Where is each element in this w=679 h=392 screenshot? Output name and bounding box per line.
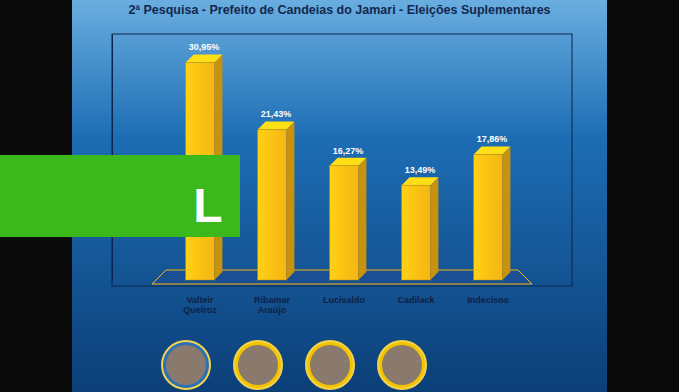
logo-box: [0, 155, 240, 237]
side-strip: [607, 0, 679, 392]
photo: [382, 345, 422, 385]
x-tick-label-line: Lucivaldo: [323, 295, 366, 305]
bar-side: [430, 177, 438, 280]
bar-side: [502, 146, 510, 280]
x-axis-line: [165, 292, 525, 293]
x-tick: ValteirQueiroz: [183, 292, 217, 315]
bar-top: [474, 146, 511, 154]
value-label: 13,49%: [405, 165, 436, 175]
photo: [310, 345, 350, 385]
bar-side: [286, 121, 294, 280]
x-tick-label-line: Araújo: [258, 305, 287, 315]
x-tick: Cadilack: [397, 292, 435, 305]
bar: [258, 129, 287, 280]
value-label: 21,43%: [261, 109, 292, 119]
x-tick-label: RibamarAraújo: [254, 295, 291, 315]
bar-side: [358, 158, 366, 280]
x-tick-label: Lucivaldo: [323, 295, 366, 305]
x-axis: ValteirQueiroz RibamarAraújo Lucivaldo Cadi…: [165, 292, 525, 315]
value-label: 17,86%: [477, 134, 508, 144]
photo-frame: [378, 341, 426, 389]
bar-top: [402, 177, 439, 185]
photos: [162, 341, 426, 389]
bar-top: [258, 121, 295, 129]
x-tick-label-line: Queiroz: [183, 305, 217, 315]
x-tick-label: Indecisos: [467, 295, 509, 305]
photo: [238, 345, 278, 385]
x-tick-label-line: Valteir: [186, 295, 214, 305]
x-tick-label: Cadilack: [397, 295, 435, 305]
background: [0, 0, 679, 392]
x-tick: RibamarAraújo: [254, 292, 291, 315]
x-tick-label-line: Cadilack: [397, 295, 435, 305]
value-label: 30,95%: [189, 42, 220, 52]
x-tick-label: ValteirQueiroz: [183, 295, 217, 315]
bar-top: [186, 54, 223, 62]
x-tick-label-line: Indecisos: [467, 295, 509, 305]
photo: [166, 345, 206, 385]
bar: [474, 154, 503, 280]
bar-top: [330, 158, 367, 166]
x-tick: Lucivaldo: [323, 292, 366, 305]
photo-frame: [162, 341, 210, 389]
bar: [330, 166, 359, 280]
title: 2ª Pesquisa - Prefeito de Candeias do Ja…: [128, 3, 550, 17]
photo-frame: [306, 341, 354, 389]
x-tick: Indecisos: [467, 292, 509, 305]
logo-text: L: [193, 179, 222, 232]
value-label: 16,27%: [333, 146, 364, 156]
x-tick-label-line: Ribamar: [254, 295, 291, 305]
photo-frame: [234, 341, 282, 389]
chart: 2ª Pesquisa - Prefeito de Candeias do Ja…: [0, 0, 679, 392]
bar: [402, 185, 431, 280]
